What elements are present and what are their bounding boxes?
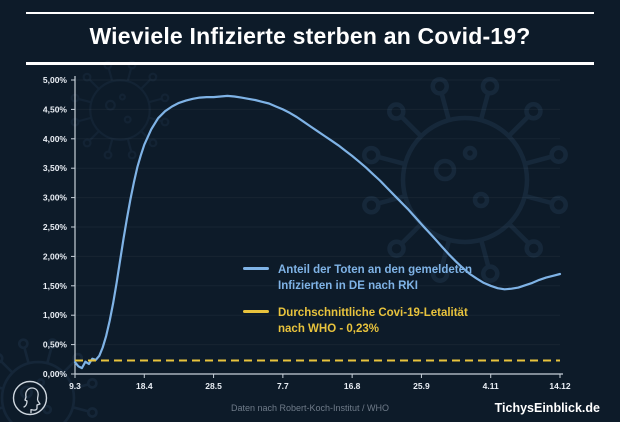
svg-text:2,50%: 2,50% [43,222,68,232]
svg-text:28.5: 28.5 [205,381,222,391]
svg-text:0,50%: 0,50% [43,340,68,350]
svg-text:3,50%: 3,50% [43,163,68,173]
legend-label-rki: Anteil der Toten an den gemeldeten Infiz… [278,264,473,293]
svg-text:1,50%: 1,50% [43,281,68,291]
svg-text:4,00%: 4,00% [43,134,68,144]
svg-text:3,00%: 3,00% [43,193,68,203]
chart-legend: Anteil der Toten an den gemeldeten Infiz… [243,262,483,337]
page-title: Wieviele Infizierte sterben an Covid-19? [89,23,531,49]
svg-text:7.7: 7.7 [277,381,289,391]
svg-text:9.3: 9.3 [69,381,81,391]
rki-line-swatch [243,267,269,270]
svg-text:25.9: 25.9 [413,381,430,391]
svg-text:1,00%: 1,00% [43,310,68,320]
svg-text:16.8: 16.8 [344,381,361,391]
legend-item-who: Durchschnittliche Covi-19-Letalität nach… [243,305,483,337]
svg-text:5,00%: 5,00% [43,75,68,85]
brand-name: TichysEinblick.de [494,401,600,415]
svg-text:4.11: 4.11 [483,381,499,391]
top-divider [26,12,594,14]
legend-label-who: Durchschnittliche Covi-19-Letalität nach… [278,307,468,336]
svg-text:4,50%: 4,50% [43,104,68,114]
svg-text:18.4: 18.4 [136,381,153,391]
legend-item-rki: Anteil der Toten an den gemeldeten Infiz… [243,262,483,294]
who-line-swatch [243,310,269,314]
svg-text:14.12: 14.12 [549,381,571,391]
title-divider [26,62,594,65]
tichys-einblick-logo-icon [12,380,48,416]
data-source-note: Daten nach Robert-Koch-Institut / WHO [230,403,390,413]
svg-text:2,00%: 2,00% [43,251,68,261]
